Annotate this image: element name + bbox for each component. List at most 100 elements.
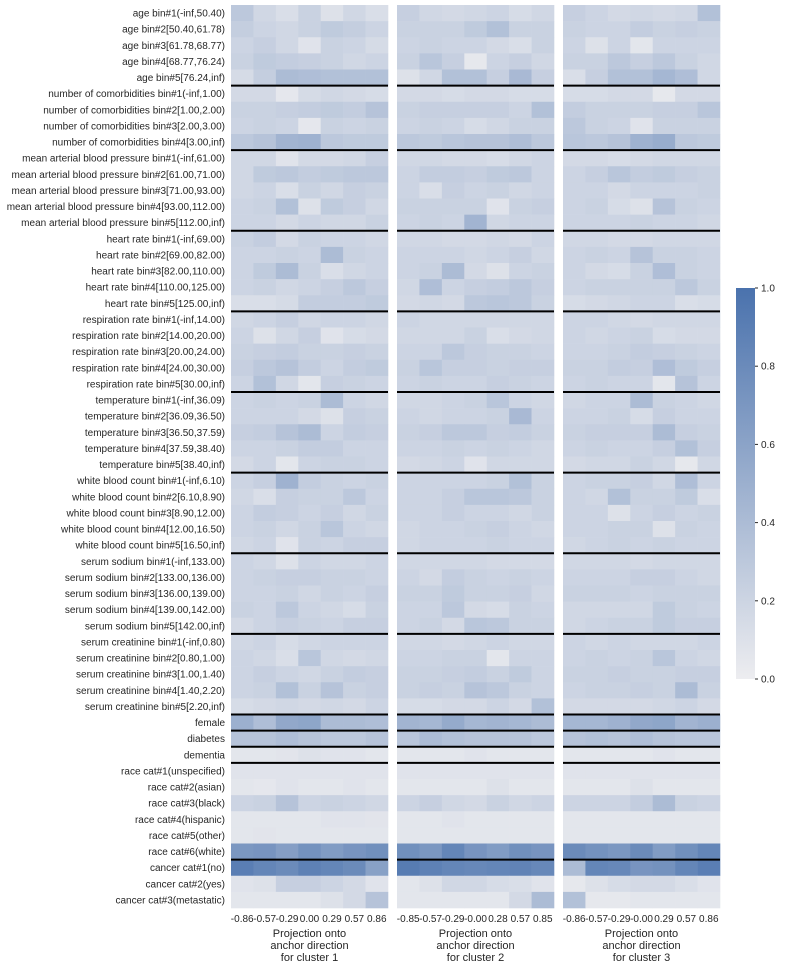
heatmap-cell (441, 69, 465, 86)
heatmap-cell (441, 682, 465, 699)
heatmap-cell (441, 359, 465, 377)
heatmap-cell (253, 327, 277, 344)
heatmap-cell (630, 166, 654, 183)
heatmap-cell (320, 762, 344, 780)
heatmap-cell (563, 424, 586, 441)
heatmap-cell (697, 617, 721, 635)
heatmap-cell (630, 843, 654, 860)
heatmap-cell (397, 343, 420, 361)
heatmap-cell (563, 134, 586, 151)
heatmap-cell (365, 53, 389, 70)
heatmap-cell (675, 650, 698, 667)
heatmap-cell (441, 859, 465, 877)
heatmap-cell (563, 392, 586, 409)
heatmap-cell (343, 424, 366, 441)
heatmap-cell (231, 53, 254, 70)
heatmap-cell (419, 730, 443, 748)
heatmap-cell (231, 650, 254, 667)
heatmap-cell (343, 472, 366, 490)
heatmap-cell (630, 811, 654, 828)
heatmap-cell (486, 37, 510, 54)
heatmap-cell (509, 424, 532, 441)
heatmap-cell (343, 553, 366, 570)
heatmap-cell (607, 633, 631, 651)
heatmap-cell (231, 375, 254, 393)
heatmap-cell (652, 343, 676, 361)
heatmap-cell (630, 714, 654, 731)
heatmap-cell (231, 633, 254, 651)
heatmap-cell (365, 650, 389, 667)
heatmap-cell (630, 263, 654, 280)
heatmap-cell (697, 779, 721, 796)
heatmap-cell (343, 827, 366, 844)
heatmap-cell (343, 327, 366, 344)
heatmap-cell (585, 617, 609, 635)
heatmap-cell (397, 779, 420, 796)
heatmap-cell (320, 859, 344, 877)
heatmap-cell (563, 746, 586, 764)
heatmap-cell (397, 53, 420, 70)
heatmap-cell (343, 5, 366, 22)
heatmap-cell (675, 101, 698, 119)
heatmap-cell (563, 198, 586, 215)
heatmap-cell (607, 795, 631, 812)
heatmap-cell (320, 214, 344, 232)
x-tick-label: -0.29 (442, 914, 465, 925)
heatmap-cell (486, 472, 510, 490)
heatmap-cell (320, 698, 344, 715)
heatmap-cell (298, 666, 322, 683)
heatmap-cell (486, 488, 510, 506)
heatmap-cell (343, 117, 366, 135)
heatmap-cell (697, 714, 721, 731)
heatmap-cell (509, 746, 532, 764)
heatmap-cell (419, 553, 443, 570)
colorbar-tick-label: 0.2 (761, 596, 775, 607)
heatmap-cell (464, 521, 488, 538)
heatmap-cell (697, 456, 721, 473)
heatmap-cell (365, 295, 389, 312)
x-axis-label: for cluster 1 (281, 952, 338, 964)
row-label: temperature bin#1(-inf,36.09) (95, 396, 225, 407)
heatmap-cell (630, 875, 654, 893)
row-label: diabetes (187, 734, 225, 745)
heatmap-cell (397, 37, 420, 54)
heatmap-cell (607, 117, 631, 135)
heatmap-cell (231, 117, 254, 135)
heatmap-cell (419, 198, 443, 215)
heatmap-cell (531, 666, 555, 683)
heatmap-cell (630, 504, 654, 522)
heatmap-cell (365, 601, 389, 619)
heatmap-cell (675, 811, 698, 828)
heatmap-cell (298, 311, 322, 328)
heatmap-cell (563, 21, 586, 38)
heatmap-cell (464, 408, 488, 425)
heatmap-cell (320, 53, 344, 70)
heatmap-cell (275, 166, 299, 183)
heatmap-cell (441, 295, 465, 312)
heatmap-cell (441, 650, 465, 667)
heatmap-cell (585, 827, 609, 844)
heatmap-cell (298, 214, 322, 232)
heatmap-cell (697, 295, 721, 312)
row-label: heart rate bin#5[125.00,inf) (105, 299, 225, 310)
heatmap-cell (253, 650, 277, 667)
heatmap-cell (607, 134, 631, 151)
heatmap-cell (652, 311, 676, 328)
heatmap-cell (563, 682, 586, 699)
heatmap-cell (464, 424, 488, 441)
heatmap-cell (630, 650, 654, 667)
heatmap-cell (652, 472, 676, 490)
heatmap-cell (652, 521, 676, 538)
heatmap-cell (419, 5, 443, 22)
heatmap-cell (320, 392, 344, 409)
heatmap-cell (675, 5, 698, 22)
heatmap-cell (320, 182, 344, 199)
heatmap-cell (697, 650, 721, 667)
heatmap-cell (275, 666, 299, 683)
heatmap-cell (231, 101, 254, 119)
heatmap-cell (509, 53, 532, 70)
heatmap-cell (563, 37, 586, 54)
heatmap-cell (275, 617, 299, 635)
row-label: mean arterial blood pressure bin#1(-inf,… (22, 154, 225, 165)
heatmap-cell (531, 827, 555, 844)
